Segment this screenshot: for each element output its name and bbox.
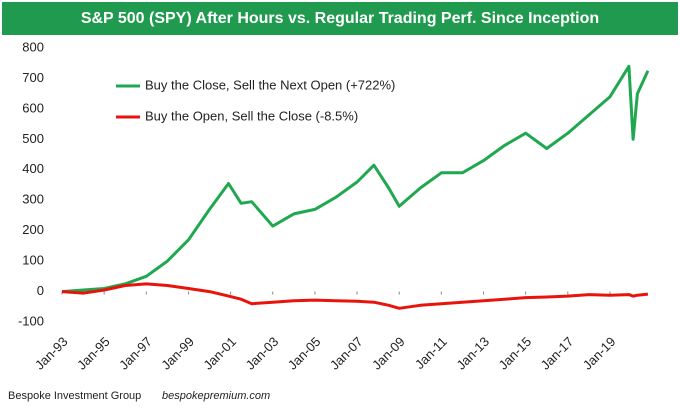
y-tick-label: 500	[22, 131, 44, 146]
y-tick-label: 300	[22, 192, 44, 207]
y-tick-label: 0	[37, 283, 44, 298]
y-tick-label: 800	[22, 39, 44, 54]
website: bespokepremium.com	[162, 390, 270, 402]
legend-label: Buy the Open, Sell the Close (-8.5%)	[145, 108, 358, 123]
y-tick-label: 700	[22, 70, 44, 85]
chart-title: S&P 500 (SPY) After Hours vs. Regular Tr…	[81, 10, 599, 27]
title-bar	[2, 2, 678, 35]
source: Bespoke Investment Group	[8, 390, 141, 402]
series-line	[61, 282, 649, 310]
y-tick-label: 600	[22, 100, 44, 115]
y-tick-label: 100	[22, 253, 44, 268]
y-tick-label: 400	[22, 161, 44, 176]
legend-label: Buy the Close, Sell the Next Open (+722%…	[145, 77, 395, 92]
series-line	[61, 64, 650, 294]
y-tick-label: 200	[22, 222, 44, 237]
y-tick-label: -100	[18, 313, 44, 328]
